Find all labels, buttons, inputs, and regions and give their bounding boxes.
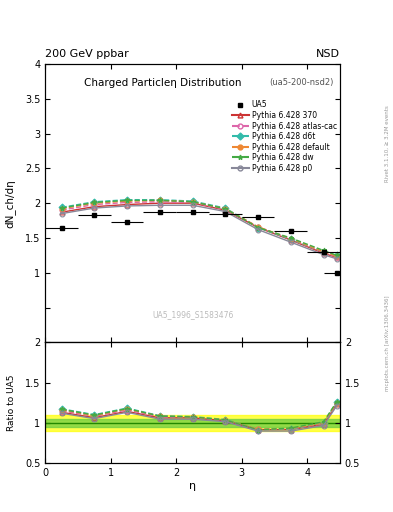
- Pythia 6.428 p0: [59, 210, 64, 217]
- Text: UA5_1996_S1583476: UA5_1996_S1583476: [152, 310, 233, 319]
- Pythia 6.428 atlas-cac: [59, 207, 64, 213]
- Pythia 6.428 p0: [92, 205, 97, 211]
- Pythia 6.428 p0: [334, 256, 339, 262]
- Pythia 6.428 atlas-cac: [92, 202, 97, 208]
- Pythia 6.428 d6t: [334, 252, 339, 259]
- Line: Pythia 6.428 default: Pythia 6.428 default: [59, 198, 339, 259]
- Text: Rivet 3.1.10, ≥ 3.2M events: Rivet 3.1.10, ≥ 3.2M events: [385, 105, 389, 182]
- Pythia 6.428 default: [256, 224, 261, 230]
- Pythia 6.428 p0: [321, 251, 326, 258]
- Y-axis label: Ratio to UA5: Ratio to UA5: [7, 375, 16, 431]
- X-axis label: η: η: [189, 481, 196, 491]
- Bar: [45, 415, 340, 431]
- Pythia 6.428 p0: [158, 202, 162, 208]
- Pythia 6.428 p0: [125, 203, 129, 209]
- Pythia 6.428 default: [223, 206, 228, 212]
- Pythia 6.428 atlas-cac: [190, 199, 195, 205]
- Pythia 6.428 atlas-cac: [334, 253, 339, 260]
- Text: Charged Particleη Distribution: Charged Particleη Distribution: [84, 78, 241, 88]
- Bar: [45, 419, 340, 427]
- Pythia 6.428 d6t: [59, 204, 64, 210]
- Pythia 6.428 atlas-cac: [125, 199, 129, 205]
- Pythia 6.428 370: [158, 200, 162, 206]
- Pythia 6.428 370: [59, 209, 64, 215]
- Line: Pythia 6.428 d6t: Pythia 6.428 d6t: [59, 197, 339, 258]
- Pythia 6.428 d6t: [125, 197, 129, 203]
- Pythia 6.428 370: [125, 202, 129, 208]
- Pythia 6.428 p0: [288, 239, 293, 245]
- Pythia 6.428 dw: [92, 199, 97, 205]
- Legend: UA5, Pythia 6.428 370, Pythia 6.428 atlas-cac, Pythia 6.428 d6t, Pythia 6.428 de: UA5, Pythia 6.428 370, Pythia 6.428 atla…: [229, 97, 340, 176]
- Pythia 6.428 370: [190, 200, 195, 206]
- Pythia 6.428 p0: [190, 202, 195, 208]
- Pythia 6.428 default: [321, 249, 326, 255]
- Pythia 6.428 atlas-cac: [321, 249, 326, 255]
- Pythia 6.428 370: [288, 237, 293, 243]
- Pythia 6.428 d6t: [190, 198, 195, 204]
- Text: (ua5-200-nsd2): (ua5-200-nsd2): [269, 78, 334, 87]
- Pythia 6.428 dw: [334, 252, 339, 259]
- Pythia 6.428 dw: [223, 206, 228, 212]
- Line: Pythia 6.428 dw: Pythia 6.428 dw: [59, 198, 339, 258]
- Pythia 6.428 default: [288, 236, 293, 242]
- Line: Pythia 6.428 p0: Pythia 6.428 p0: [59, 203, 339, 261]
- Pythia 6.428 dw: [321, 247, 326, 253]
- Pythia 6.428 370: [256, 224, 261, 230]
- Pythia 6.428 d6t: [92, 199, 97, 205]
- Pythia 6.428 dw: [256, 224, 261, 230]
- Pythia 6.428 370: [334, 254, 339, 261]
- Pythia 6.428 d6t: [223, 205, 228, 211]
- Pythia 6.428 dw: [158, 197, 162, 203]
- Pythia 6.428 atlas-cac: [223, 206, 228, 212]
- Pythia 6.428 default: [59, 206, 64, 212]
- Pythia 6.428 p0: [223, 208, 228, 215]
- Pythia 6.428 dw: [125, 197, 129, 203]
- Pythia 6.428 atlas-cac: [158, 199, 162, 205]
- Pythia 6.428 370: [321, 250, 326, 257]
- Pythia 6.428 dw: [59, 205, 64, 211]
- Pythia 6.428 d6t: [288, 236, 293, 242]
- Pythia 6.428 dw: [190, 199, 195, 205]
- Pythia 6.428 default: [92, 200, 97, 206]
- Pythia 6.428 default: [334, 253, 339, 259]
- Pythia 6.428 370: [223, 207, 228, 213]
- Pythia 6.428 default: [158, 197, 162, 203]
- Pythia 6.428 default: [125, 198, 129, 204]
- Text: mcplots.cern.ch [arXiv:1306.3436]: mcplots.cern.ch [arXiv:1306.3436]: [385, 295, 389, 391]
- Pythia 6.428 atlas-cac: [288, 236, 293, 242]
- Text: 200 GeV ppbar: 200 GeV ppbar: [45, 49, 129, 59]
- Pythia 6.428 d6t: [158, 197, 162, 203]
- Pythia 6.428 dw: [288, 235, 293, 241]
- Text: NSD: NSD: [316, 49, 340, 59]
- Line: Pythia 6.428 atlas-cac: Pythia 6.428 atlas-cac: [59, 199, 339, 259]
- Pythia 6.428 p0: [256, 226, 261, 232]
- Pythia 6.428 d6t: [256, 224, 261, 230]
- Pythia 6.428 atlas-cac: [256, 224, 261, 230]
- Line: Pythia 6.428 370: Pythia 6.428 370: [59, 201, 339, 260]
- Y-axis label: dN_ch/dη: dN_ch/dη: [5, 179, 16, 227]
- Pythia 6.428 default: [190, 199, 195, 205]
- Pythia 6.428 d6t: [321, 249, 326, 255]
- Pythia 6.428 370: [92, 204, 97, 210]
